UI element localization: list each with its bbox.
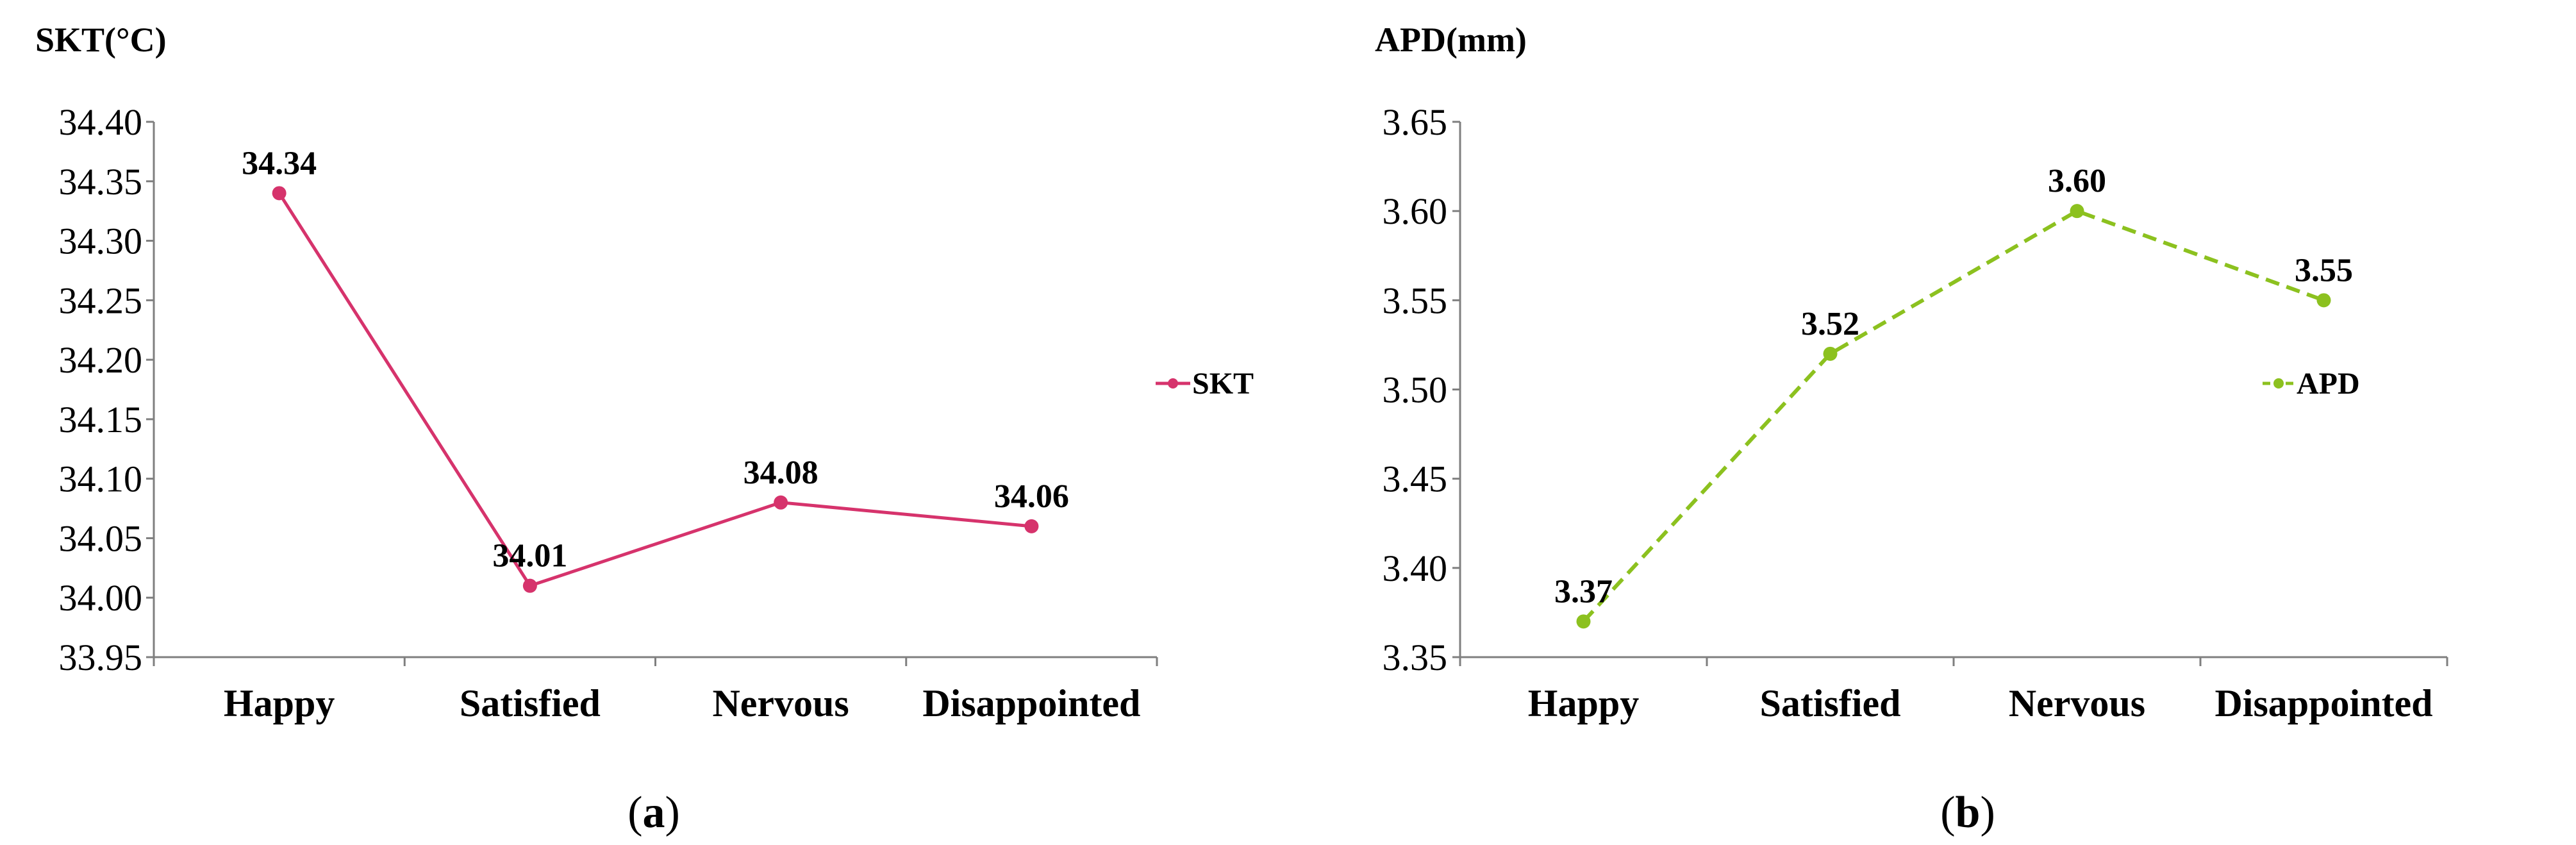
chart-b-category-labels: Happy Satisfied Nervous Disappointed (1528, 682, 2433, 724)
chart-a-y-tick-label: 34.00 (59, 577, 143, 619)
chart-b-unit-title: APD(mm) (1375, 21, 1527, 59)
chart-b: APD(mm) 3.35 3.40 3.45 3.50 3.55 3.60 3.65 Hap… (1375, 21, 2448, 837)
chart-b-category-label: Satisfied (1759, 682, 1900, 724)
chart-b-y-tick-label: 3.50 (1383, 369, 1448, 411)
chart-b-category-label: Happy (1528, 682, 1639, 724)
chart-b-caption-close: ) (1980, 788, 1995, 837)
chart-b-y-tick-label: 3.60 (1383, 190, 1448, 232)
chart-a-legend-marker-icon (1168, 378, 1178, 389)
chart-a-data-point (272, 186, 287, 201)
chart-b-data-point (1823, 346, 1838, 361)
chart-a-legend: SKT (1156, 367, 1254, 401)
chart-b-legend: APD (2263, 367, 2360, 401)
chart-a: SKT(°C) 33.95 34.00 34.05 34.10 34.15 34.20 34… (35, 21, 1254, 837)
chart-b-data-point (2316, 293, 2331, 308)
chart-b-y-tick-label: 3.65 (1383, 101, 1448, 143)
chart-b-legend-label: APD (2297, 367, 2360, 401)
chart-b-series-line (1582, 208, 2325, 623)
chart-a-caption: (a) (627, 788, 680, 837)
chart-a-unit-title: SKT(°C) (35, 21, 167, 59)
chart-b-category-label: Nervous (2009, 682, 2145, 724)
chart-a-category-label: Nervous (712, 682, 849, 724)
chart-a-y-tick-label: 34.35 (59, 161, 143, 203)
chart-b-data-label: 3.52 (1801, 306, 1859, 342)
chart-a-data-label: 34.34 (242, 145, 317, 181)
chart-a-data-point (774, 495, 788, 510)
chart-b-y-tick-label: 3.45 (1383, 458, 1448, 500)
chart-a-category-label: Satisfied (460, 682, 601, 724)
chart-b-y-tick-label: 3.40 (1383, 548, 1448, 589)
chart-a-y-tick-label: 33.95 (59, 637, 143, 678)
chart-a-category-label: Disappointed (922, 682, 1140, 724)
chart-b-data-point (2070, 204, 2084, 219)
chart-a-category-labels: Happy Satisfied Nervous Disappointed (224, 682, 1141, 724)
chart-a-y-tick-label: 34.10 (59, 458, 143, 500)
chart-b-y-tick-label: 3.35 (1383, 637, 1448, 678)
chart-b-data-labels: 3.37 3.52 3.60 3.55 (1554, 163, 2353, 610)
chart-a-data-point (522, 578, 537, 593)
chart-a-data-label: 34.06 (994, 478, 1069, 515)
chart-a-y-tick-label: 34.05 (59, 517, 143, 559)
chart-b-data-label: 3.55 (2295, 252, 2353, 289)
chart-a-y-tick-label: 34.30 (59, 221, 143, 262)
chart-a-data-labels: 34.34 34.01 34.08 34.06 (242, 145, 1069, 574)
chart-b-y-tick-label: 3.55 (1383, 280, 1448, 321)
chart-a-caption-letter: a (643, 788, 665, 837)
chart-b-markers (1576, 204, 2331, 629)
chart-b-caption-open: ( (1940, 788, 1955, 837)
chart-a-caption-open: ( (627, 788, 642, 837)
chart-a-caption-close: ) (665, 788, 680, 837)
chart-a-data-label: 34.08 (744, 455, 819, 491)
chart-a-y-tick-label: 34.25 (59, 280, 143, 321)
chart-a-category-label: Happy (224, 682, 335, 724)
chart-b-data-point (1576, 614, 1591, 629)
chart-b-y-axis-ticks: 3.35 3.40 3.45 3.50 3.55 3.60 3.65 (1383, 101, 1460, 678)
chart-b-data-label: 3.37 (1554, 573, 1613, 610)
chart-a-y-tick-label: 34.40 (59, 101, 143, 143)
chart-b-caption: (b) (1940, 788, 1995, 837)
chart-a-y-tick-label: 34.20 (59, 339, 143, 381)
chart-a-y-tick-label: 34.15 (59, 399, 143, 440)
chart-a-x-axis-ticks (153, 657, 1158, 666)
chart-a-data-label: 34.01 (492, 538, 567, 574)
chart-a-data-point (1024, 519, 1039, 533)
chart-a-markers (272, 186, 1039, 593)
chart-b-data-label: 3.60 (2048, 163, 2106, 199)
chart-a-y-axis-ticks: 33.95 34.00 34.05 34.10 34.15 34.20 34.25 34.30… (59, 101, 154, 678)
chart-b-category-label: Disappointed (2215, 682, 2432, 724)
chart-a-legend-label: SKT (1192, 367, 1254, 401)
chart-b-legend-marker-icon (2273, 378, 2284, 389)
chart-a-series-line (278, 192, 1032, 588)
chart-b-x-axis-ticks (1459, 657, 2448, 666)
chart-b-caption-letter: b (1956, 788, 1981, 837)
